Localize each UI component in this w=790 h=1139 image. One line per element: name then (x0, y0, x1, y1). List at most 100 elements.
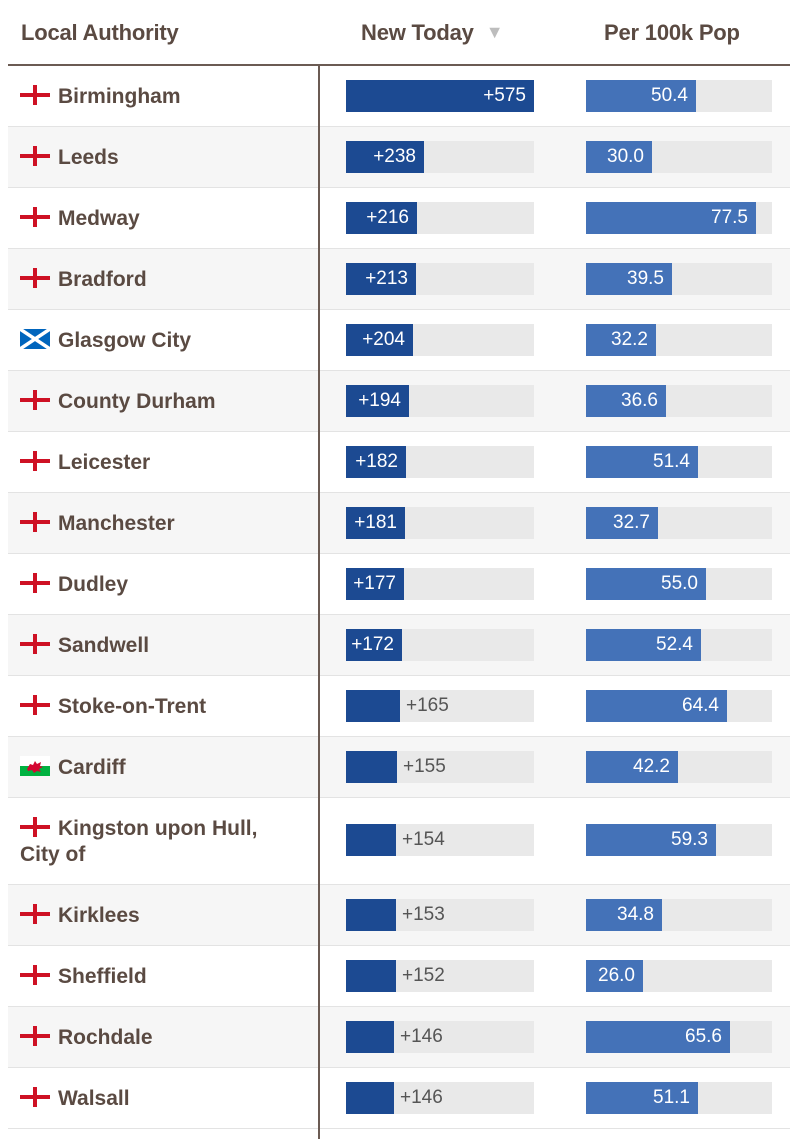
per-100k-bar-track: 65.6 (586, 1021, 772, 1053)
flag-england-icon (20, 146, 50, 166)
per-100k-bar-track: 36.6 (586, 385, 772, 417)
authority-label: Medway (58, 207, 140, 230)
per-100k-bar-track: 42.2 (586, 751, 772, 783)
per-100k-value: 42.2 (633, 756, 670, 777)
table-row[interactable]: Dudley +177 55.0 (8, 554, 790, 615)
table-header: Local Authority New Today ▼ Per 100k Pop (8, 0, 790, 66)
new-today-bar-track: +152 (346, 960, 534, 992)
per-100k-value: 26.0 (598, 965, 635, 986)
flag-england-icon (20, 1026, 50, 1046)
table-row[interactable]: County Durham +194 36.6 (8, 371, 790, 432)
per-100k-bar (586, 899, 662, 931)
table-row[interactable]: Kingston upon Hull, City of +154 59.3 (8, 798, 790, 885)
table-row[interactable]: Leicester +182 51.4 (8, 432, 790, 493)
per-100k-value: 64.4 (682, 695, 719, 716)
authority-name: Cardiff (20, 755, 300, 781)
authority-name: Medway (20, 206, 300, 232)
table-row[interactable]: Leeds +238 30.0 (8, 127, 790, 188)
per-100k-bar (586, 568, 706, 600)
new-today-bar-track: +155 (346, 751, 534, 783)
new-today-bar-track: +146 (346, 1082, 534, 1114)
header-new-today[interactable]: New Today ▼ (361, 20, 504, 46)
new-today-bar-track: +177 (346, 568, 534, 600)
per-100k-bar-track: 51.4 (586, 446, 772, 478)
authority-label: Manchester (58, 512, 175, 535)
authority-name: Kirklees (20, 903, 300, 929)
per-100k-bar-track: 55.0 (586, 568, 772, 600)
authority-table: Local Authority New Today ▼ Per 100k Pop … (8, 0, 790, 1139)
per-100k-bar (586, 629, 701, 661)
authority-name: Leeds (20, 145, 300, 171)
per-100k-value: 39.5 (627, 268, 664, 289)
authority-label: Sandwell (58, 634, 150, 657)
new-today-bar-track: +165 (346, 690, 534, 722)
table-row[interactable]: Birmingham +575 50.4 (8, 66, 790, 127)
new-today-bar (346, 141, 424, 173)
table-body: Birmingham +575 50.4 Leeds +238 30.0 Medway +21… (8, 66, 790, 1129)
per-100k-value: 55.0 (661, 573, 698, 594)
flag-england-icon (20, 512, 50, 532)
table-row[interactable]: Sandwell +172 52.4 (8, 615, 790, 676)
authority-name: Rochdale (20, 1025, 300, 1051)
per-100k-value: 65.6 (685, 1026, 722, 1047)
table-row[interactable]: Walsall +146 51.1 (8, 1068, 790, 1129)
table-row[interactable]: Medway +216 77.5 (8, 188, 790, 249)
new-today-bar (346, 824, 396, 856)
per-100k-bar (586, 507, 658, 539)
flag-england-icon (20, 904, 50, 924)
authority-name: Leicester (20, 450, 300, 476)
per-100k-bar (586, 824, 716, 856)
new-today-bar (346, 690, 400, 722)
new-today-bar (346, 263, 416, 295)
per-100k-bar (586, 324, 656, 356)
table-row[interactable]: Stoke-on-Trent +165 64.4 (8, 676, 790, 737)
table-row[interactable]: Rochdale +146 65.6 (8, 1007, 790, 1068)
new-today-value: +146 (400, 1087, 443, 1108)
per-100k-bar (586, 751, 678, 783)
per-100k-value: 52.4 (656, 634, 693, 655)
authority-name: Walsall (20, 1086, 300, 1112)
per-100k-bar-track: 34.8 (586, 899, 772, 931)
per-100k-bar-track: 77.5 (586, 202, 772, 234)
authority-label: County Durham (58, 390, 216, 413)
new-today-value: +575 (483, 85, 526, 106)
new-today-bar (346, 446, 406, 478)
per-100k-bar (586, 80, 696, 112)
new-today-value: +146 (400, 1026, 443, 1047)
flag-england-icon (20, 268, 50, 288)
per-100k-bar (586, 141, 652, 173)
per-100k-value: 51.4 (653, 451, 690, 472)
table-row[interactable]: Manchester +181 32.7 (8, 493, 790, 554)
authority-label: Kingston upon Hull, City of (20, 817, 258, 866)
per-100k-bar (586, 1021, 730, 1053)
header-local-authority[interactable]: Local Authority (21, 20, 179, 46)
flag-england-icon (20, 695, 50, 715)
new-today-bar-track: +575 (346, 80, 534, 112)
new-today-bar (346, 629, 402, 661)
authority-label: Leicester (58, 451, 151, 474)
new-today-bar-track: +204 (346, 324, 534, 356)
table-row[interactable]: Kirklees +153 34.8 (8, 885, 790, 946)
flag-england-icon (20, 817, 50, 837)
table-row[interactable]: Cardiff +155 42.2 (8, 737, 790, 798)
new-today-value: +194 (358, 390, 401, 411)
authority-name: Manchester (20, 511, 300, 537)
header-per-100k-label: Per 100k Pop (604, 20, 740, 45)
authority-label: Rochdale (58, 1026, 153, 1049)
authority-label: Glasgow City (58, 329, 192, 352)
per-100k-bar (586, 263, 672, 295)
flag-wales-icon (20, 756, 50, 776)
per-100k-bar (586, 446, 698, 478)
new-today-value: +216 (366, 207, 409, 228)
flag-scotland-icon (19, 327, 51, 351)
table-row[interactable]: Sheffield +152 26.0 (8, 946, 790, 1007)
per-100k-value: 32.7 (613, 512, 650, 533)
table-row[interactable]: Glasgow City +204 32.2 (8, 310, 790, 371)
per-100k-value: 32.2 (611, 329, 648, 350)
flag-england-icon (20, 634, 50, 654)
per-100k-value: 59.3 (671, 829, 708, 850)
header-per-100k[interactable]: Per 100k Pop (604, 20, 740, 46)
header-new-today-label: New Today (361, 20, 474, 45)
table-row[interactable]: Bradford +213 39.5 (8, 249, 790, 310)
per-100k-bar-track: 39.5 (586, 263, 772, 295)
